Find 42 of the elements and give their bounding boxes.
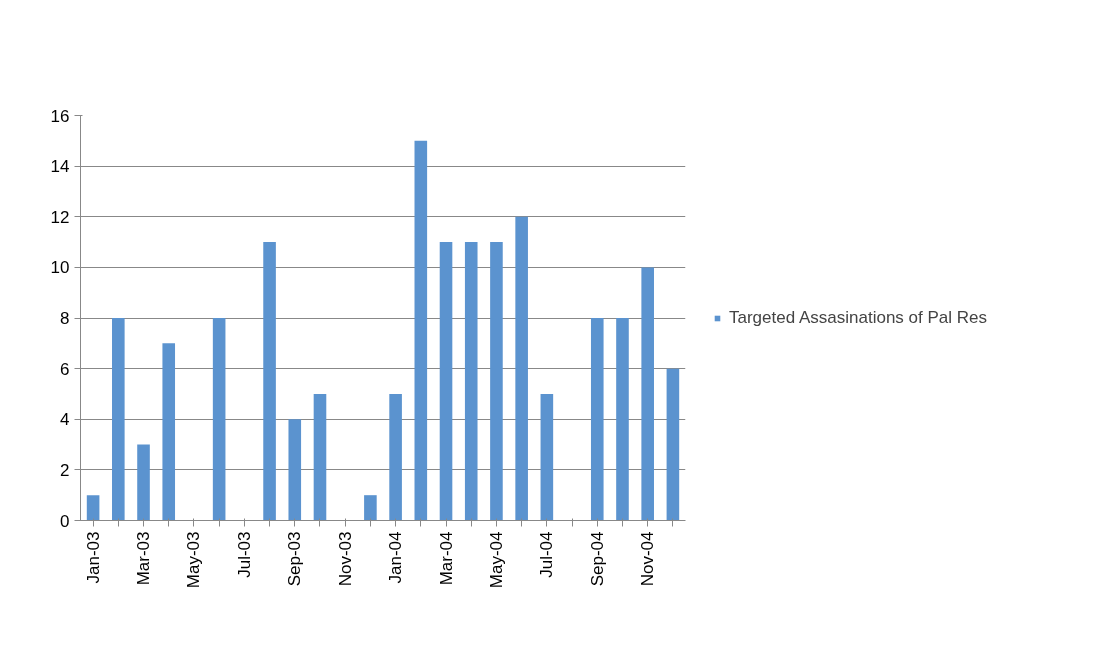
x-tick-label: Sep-03 [285, 531, 305, 587]
bar [389, 393, 402, 521]
y-tick-label: 16 [50, 106, 70, 126]
bar [86, 495, 100, 521]
x-tick-label: Nov-04 [638, 531, 658, 587]
bar [540, 393, 554, 521]
y-tick-label: 14 [50, 157, 70, 177]
x-tick-label: Jan-04 [386, 531, 406, 584]
x-tick-label: Nov-03 [335, 531, 355, 587]
y-tick-label: 4 [60, 410, 70, 430]
bar [641, 267, 654, 521]
y-tick-label: 8 [60, 309, 70, 328]
x-tick-label: Sep-04 [587, 531, 607, 587]
bar [212, 318, 226, 521]
bar [616, 318, 629, 521]
bar [590, 318, 604, 521]
bar [464, 242, 478, 521]
bar [288, 419, 302, 521]
legend-label: Targeted Assasinations of Pal Res [729, 307, 987, 328]
x-tick-label: Jul-04 [537, 531, 557, 578]
bar [515, 216, 528, 521]
bar [137, 444, 150, 521]
bar [666, 368, 680, 521]
y-tick-label: 12 [50, 207, 70, 227]
y-tick-label: 6 [60, 359, 70, 379]
x-tick-label: Jul-03 [234, 531, 254, 578]
bar [439, 242, 453, 521]
y-tick-label: 2 [60, 460, 70, 480]
bar [490, 242, 503, 521]
y-tick-label: 0 [60, 511, 70, 531]
bar [112, 318, 125, 521]
bar [313, 393, 327, 521]
y-tick-label: 10 [50, 258, 70, 278]
x-tick-label: May-03 [184, 531, 204, 589]
bar [162, 343, 176, 521]
x-tick-label: Mar-03 [134, 531, 154, 586]
x-tick-label: Mar-04 [436, 531, 456, 586]
x-tick-label: May-04 [486, 531, 506, 589]
x-tick-label: Jan-03 [83, 531, 103, 584]
bar [263, 242, 276, 521]
bar [364, 495, 377, 521]
bar [414, 140, 428, 521]
